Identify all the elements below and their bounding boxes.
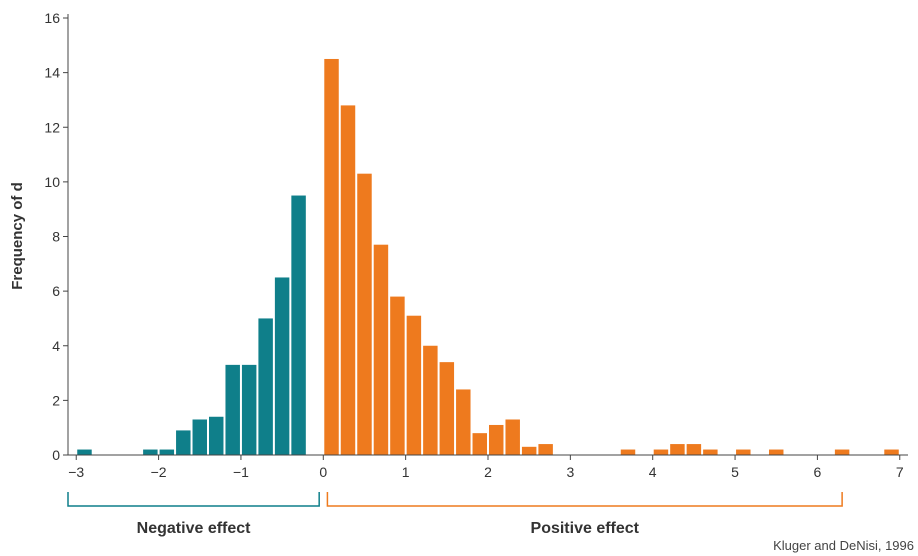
bar-negative-8: [258, 318, 273, 455]
x-tick-label: 1: [402, 464, 410, 480]
y-tick-label: 10: [44, 174, 60, 190]
bars-layer: [77, 58, 899, 456]
x-tick-label: 4: [649, 464, 657, 480]
x-tick-label: 3: [566, 464, 574, 480]
x-tick-label: 6: [814, 464, 822, 480]
x-tick-label: −2: [151, 464, 167, 480]
bar-negative-5: [209, 416, 224, 455]
bar-positive-18: [703, 449, 718, 455]
bar-negative-9: [274, 277, 290, 455]
bar-positive-0: [324, 58, 339, 455]
bar-positive-8: [456, 389, 471, 455]
bar-positive-21: [834, 449, 850, 455]
y-tick-label: 4: [52, 338, 60, 354]
y-ticks: 0 2 4 6 8 10 12 14 16: [44, 10, 68, 463]
x-ticks: −3 −2 −1 0 1 2 3 4 5 6 7: [68, 455, 904, 480]
bracket-label-negative: Negative effect: [137, 520, 251, 537]
bar-positive-1: [340, 105, 356, 456]
x-tick-label: −3: [68, 464, 84, 480]
bar-positive-12: [521, 446, 537, 455]
bar-positive-11: [505, 419, 520, 455]
effect-brackets: Negative effect Positive effect: [67, 492, 843, 537]
x-tick-label: −1: [233, 464, 249, 480]
bar-negative-10: [291, 195, 306, 455]
bar-positive-13: [538, 444, 553, 455]
bar-negative-2: [159, 449, 175, 455]
bar-positive-3: [373, 244, 389, 455]
bar-negative-1: [143, 449, 158, 455]
y-tick-label: 6: [52, 283, 60, 299]
bracket-negative: [67, 492, 320, 507]
x-tick-label: 7: [896, 464, 904, 480]
y-tick-label: 2: [52, 392, 60, 408]
bar-negative-4: [192, 419, 207, 455]
bar-positive-4: [390, 296, 405, 455]
bar-positive-20: [769, 449, 784, 455]
bar-positive-22: [884, 449, 899, 455]
source-note: Kluger and DeNisi, 1996: [773, 538, 914, 553]
y-tick-label: 8: [52, 229, 60, 245]
y-tick-label: 16: [44, 10, 60, 26]
bar-negative-6: [225, 364, 240, 455]
y-tick-label: 14: [44, 65, 60, 81]
bar-positive-19: [736, 449, 751, 455]
bar-negative-0: [77, 449, 92, 455]
y-axis-label: Frequency of d: [9, 182, 26, 290]
bar-negative-3: [176, 430, 191, 455]
bracket-positive: [326, 492, 843, 507]
bar-positive-9: [472, 433, 487, 455]
bar-positive-7: [439, 362, 455, 455]
bar-positive-5: [406, 315, 422, 455]
bar-positive-17: [686, 444, 702, 455]
bar-positive-15: [653, 449, 669, 455]
bar-positive-6: [423, 345, 438, 455]
x-tick-label: 0: [319, 464, 327, 480]
bracket-label-positive: Positive effect: [531, 520, 640, 537]
bar-positive-10: [489, 424, 504, 455]
bar-positive-16: [670, 444, 685, 455]
bar-positive-14: [620, 449, 636, 455]
bar-negative-7: [241, 364, 257, 455]
y-tick-label: 12: [44, 119, 60, 135]
x-tick-label: 2: [484, 464, 492, 480]
x-tick-label: 5: [731, 464, 739, 480]
y-tick-label: 0: [52, 447, 60, 463]
bar-positive-2: [357, 173, 372, 455]
